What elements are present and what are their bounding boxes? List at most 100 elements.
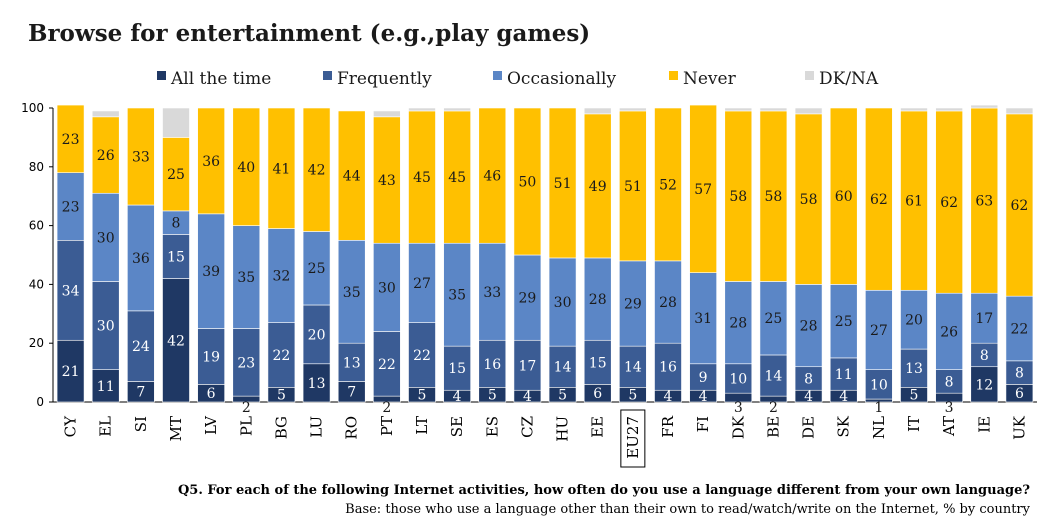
bar-segment xyxy=(1005,295,1034,362)
legend-swatch xyxy=(493,71,502,80)
bar-segment xyxy=(583,107,612,115)
x-tick-label: PL xyxy=(237,416,255,436)
question-footnote: Q5. For each of the following Internet a… xyxy=(177,483,1030,498)
bar-segment xyxy=(337,240,366,344)
data-label: 4 xyxy=(523,389,532,405)
bar-segment xyxy=(970,366,999,403)
data-label: 10 xyxy=(729,371,747,387)
data-label: 27 xyxy=(870,323,888,339)
x-tick-label: UK xyxy=(1010,415,1028,440)
x-tick-label: EU27 xyxy=(624,416,642,459)
data-label: 45 xyxy=(413,170,431,186)
bar-segment xyxy=(724,107,753,112)
data-label: 58 xyxy=(765,189,783,205)
data-label: 28 xyxy=(589,292,607,308)
bar-segment xyxy=(337,110,366,241)
bar-segment xyxy=(197,328,225,385)
data-label: 44 xyxy=(343,169,361,185)
data-label: 62 xyxy=(1011,198,1029,214)
data-label: 8 xyxy=(980,348,989,364)
bar-segment xyxy=(162,278,190,403)
x-tick-label: IT xyxy=(905,416,923,432)
x-tick-label: AT xyxy=(940,416,958,437)
data-label: 7 xyxy=(347,385,356,401)
x-tick-label: CY xyxy=(62,415,80,437)
data-label: 2 xyxy=(382,400,391,416)
data-label: 27 xyxy=(413,276,431,292)
bar-segment xyxy=(127,204,155,312)
data-label: 23 xyxy=(62,199,80,215)
bar-segment xyxy=(56,172,85,241)
data-label: 5 xyxy=(277,388,286,404)
bar-segment xyxy=(583,113,612,259)
data-label: 22 xyxy=(273,348,291,364)
data-label: 39 xyxy=(202,264,220,280)
bar-segment xyxy=(56,240,85,341)
legend-label: All the time xyxy=(170,69,271,89)
bar-segment xyxy=(619,345,647,388)
bar-segment xyxy=(759,354,788,397)
legend-swatch xyxy=(805,71,814,80)
bar-segment xyxy=(408,107,436,112)
legend-label: Frequently xyxy=(337,69,432,89)
data-label: 42 xyxy=(308,163,326,179)
bar-segment xyxy=(443,110,471,244)
data-label: 10 xyxy=(870,377,888,393)
bar-segment xyxy=(478,107,507,244)
data-label: 1 xyxy=(874,400,883,416)
bar-segment xyxy=(197,213,225,329)
bar-segment xyxy=(197,107,225,215)
data-label: 57 xyxy=(694,182,712,198)
bar-segment xyxy=(162,107,190,138)
x-tick-label: IE xyxy=(975,416,993,433)
y-tick-label: 60 xyxy=(29,219,44,233)
x-tick-label: NL xyxy=(870,416,888,439)
data-label: 14 xyxy=(554,360,572,376)
data-label: 58 xyxy=(800,192,818,208)
bar-segment xyxy=(724,110,753,282)
data-label: 4 xyxy=(804,389,813,405)
y-tick-label: 0 xyxy=(36,395,44,409)
data-label: 32 xyxy=(273,269,291,285)
legend-swatch xyxy=(157,71,166,80)
bar-segment xyxy=(794,284,823,368)
data-label: 5 xyxy=(910,388,919,404)
stacked-bar-chart: All the time Frequently Occasionally Never D… xyxy=(21,69,1037,468)
bar-segment xyxy=(408,322,436,388)
bar-segment xyxy=(935,107,963,112)
data-label: 4 xyxy=(839,389,848,405)
bar-segment xyxy=(267,107,296,229)
bar-segment xyxy=(548,107,577,259)
legend-label: DK/NA xyxy=(819,69,879,89)
bar-segment xyxy=(900,110,928,291)
data-label: 62 xyxy=(870,192,888,208)
bar-segment xyxy=(513,254,542,341)
data-label: 36 xyxy=(132,251,150,267)
data-label: 28 xyxy=(729,316,747,332)
bar-segment xyxy=(1005,107,1034,115)
data-label: 8 xyxy=(172,216,181,232)
bar-segment xyxy=(232,328,261,397)
data-label: 52 xyxy=(659,177,677,193)
x-tick-label: HU xyxy=(554,416,572,442)
data-label: 35 xyxy=(237,270,255,286)
bar-segment xyxy=(302,363,331,403)
data-label: 7 xyxy=(136,385,145,401)
y-tick-label: 80 xyxy=(29,160,44,174)
x-tick-label: CZ xyxy=(518,416,536,438)
data-label: 40 xyxy=(237,160,255,176)
bar-segment xyxy=(91,116,120,194)
bar-segment xyxy=(162,137,190,212)
x-tick-label: MT xyxy=(167,416,185,441)
bar-segment xyxy=(232,225,261,329)
data-label: 2 xyxy=(242,400,251,416)
x-tick-label: EL xyxy=(97,416,115,437)
bar-segment xyxy=(408,110,436,244)
bar-segment xyxy=(970,104,999,109)
data-label: 51 xyxy=(624,179,642,195)
data-label: 15 xyxy=(448,361,466,377)
data-label: 16 xyxy=(483,357,501,373)
data-label: 45 xyxy=(448,170,466,186)
data-label: 22 xyxy=(413,348,431,364)
data-label: 16 xyxy=(659,360,677,376)
